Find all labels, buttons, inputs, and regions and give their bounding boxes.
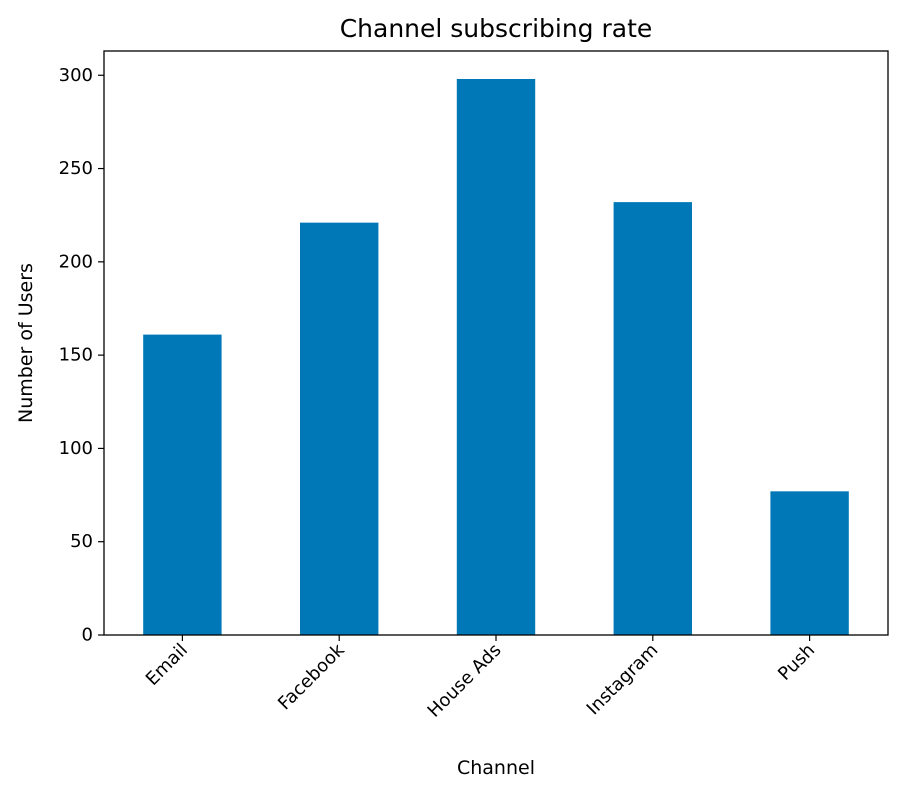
plot-frame	[103, 50, 889, 636]
y-tick-label: 250	[59, 158, 93, 179]
x-axis-label: Channel	[457, 757, 535, 779]
bar-house-ads	[456, 78, 536, 636]
bar-email	[143, 334, 222, 635]
y-tick-label: 150	[59, 345, 93, 366]
x-tick-label: House Ads	[424, 640, 506, 722]
y-tick-label: 100	[59, 438, 93, 459]
y-axis: 0 50 100 150 200 250 300	[59, 65, 104, 646]
x-axis: Email Facebook House Ads Instagram Push	[142, 635, 819, 722]
y-axis-label: Number of Users	[15, 263, 37, 423]
x-tick-label: Instagram	[583, 640, 663, 720]
bar-instagram	[613, 202, 692, 635]
y-tick-label: 200	[59, 251, 93, 272]
x-tick-label: Push	[774, 640, 819, 685]
bar-facebook	[300, 222, 379, 635]
bar-push	[770, 491, 849, 635]
x-tick-label: Email	[142, 640, 192, 690]
y-tick-label: 0	[82, 625, 93, 646]
bars-group	[143, 78, 849, 636]
x-tick-label: Facebook	[274, 639, 349, 714]
chart-title: Channel subscribing rate	[340, 14, 653, 43]
y-tick-label: 50	[70, 531, 93, 552]
y-tick-label: 300	[59, 65, 93, 86]
